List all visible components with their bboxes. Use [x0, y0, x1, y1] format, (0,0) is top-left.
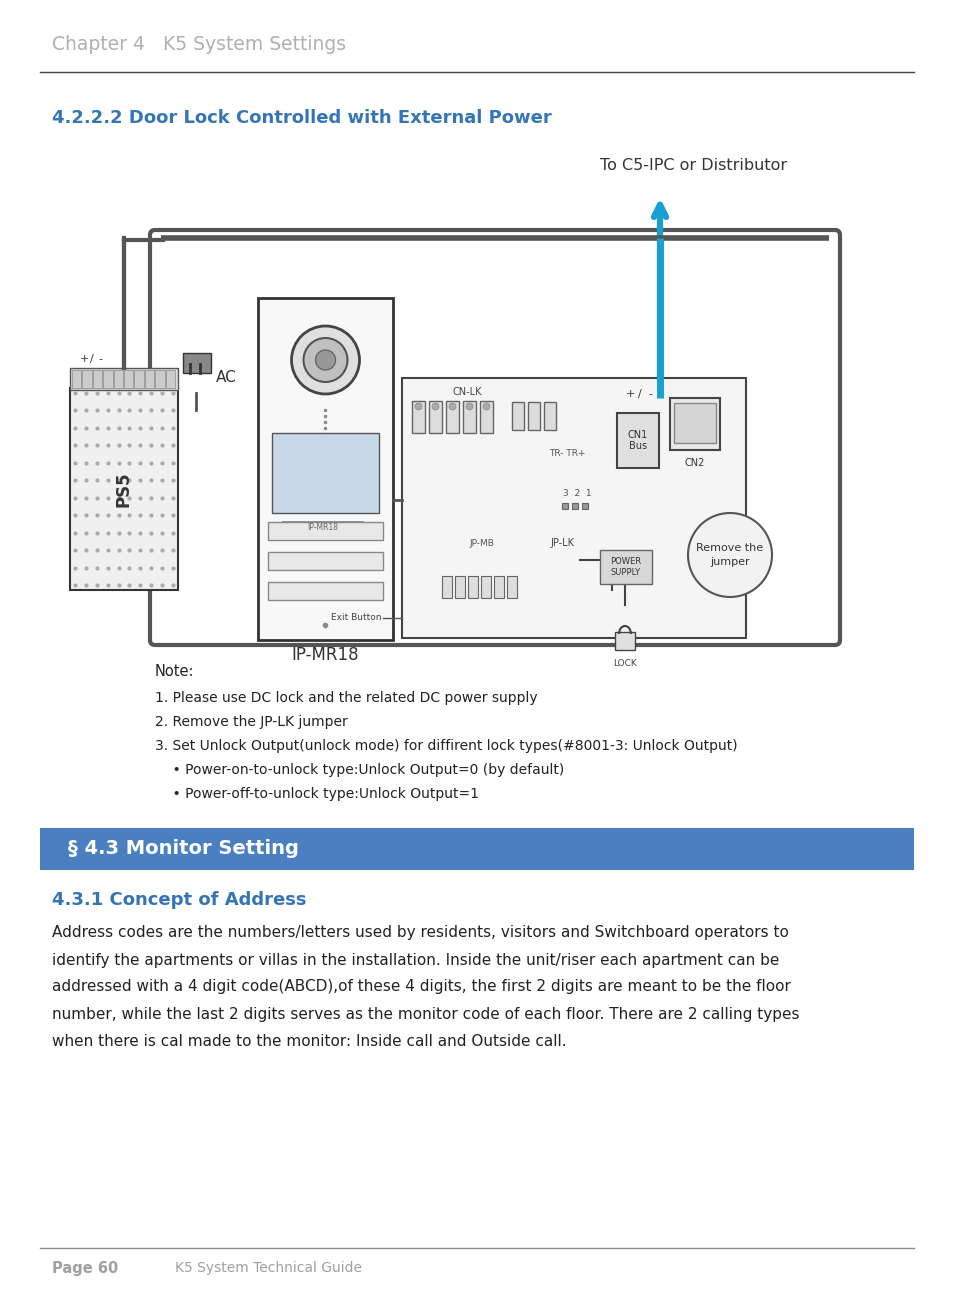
- Bar: [401, 378, 745, 638]
- Text: -: -: [98, 354, 102, 364]
- Text: K5 System Technical Guide: K5 System Technical Guide: [174, 1261, 361, 1276]
- Bar: [527, 401, 539, 430]
- Bar: [40, 828, 913, 870]
- Bar: [479, 401, 493, 433]
- Text: /: /: [90, 354, 93, 364]
- Bar: [145, 370, 154, 388]
- Text: JP-LK: JP-LK: [550, 537, 574, 548]
- Bar: [429, 401, 441, 433]
- Bar: [82, 370, 91, 388]
- Bar: [103, 370, 112, 388]
- Circle shape: [687, 513, 771, 597]
- Bar: [441, 576, 452, 598]
- Text: /: /: [638, 388, 641, 399]
- Text: 1. Please use DC lock and the related DC power supply: 1. Please use DC lock and the related DC…: [154, 692, 537, 704]
- Bar: [272, 433, 378, 513]
- Text: § 4.3 Monitor Setting: § 4.3 Monitor Setting: [68, 839, 298, 859]
- Text: CN2: CN2: [684, 458, 704, 467]
- Text: number, while the last 2 digits serves as the monitor code of each floor. There : number, while the last 2 digits serves a…: [52, 1006, 799, 1022]
- Text: CN1
Bus: CN1 Bus: [627, 430, 647, 451]
- Text: IP-MR18: IP-MR18: [292, 646, 359, 664]
- FancyBboxPatch shape: [282, 522, 364, 534]
- Circle shape: [303, 338, 347, 382]
- Text: Address codes are the numbers/letters used by residents, visitors and Switchboar: Address codes are the numbers/letters us…: [52, 926, 788, 940]
- Bar: [412, 401, 424, 433]
- Bar: [615, 632, 635, 650]
- Bar: [462, 401, 476, 433]
- Bar: [70, 368, 178, 390]
- Bar: [257, 298, 393, 640]
- Text: Remove the
jumper: Remove the jumper: [696, 543, 762, 567]
- Text: 3  2  1: 3 2 1: [562, 488, 591, 497]
- Text: • Power-on-to-unlock type:Unlock Output=0 (by default): • Power-on-to-unlock type:Unlock Output=…: [154, 763, 563, 777]
- Text: IP-MR18: IP-MR18: [307, 523, 338, 532]
- Text: POWER
SUPPLY: POWER SUPPLY: [610, 557, 640, 578]
- Text: Page 60: Page 60: [52, 1260, 118, 1276]
- Text: AC: AC: [215, 370, 236, 386]
- Text: 3. Set Unlock Output(unlock mode) for diffirent lock types(#8001-3: Unlock Outpu: 3. Set Unlock Output(unlock mode) for di…: [154, 739, 737, 752]
- Bar: [155, 370, 165, 388]
- Bar: [92, 370, 102, 388]
- Bar: [669, 398, 720, 449]
- Text: PS5: PS5: [115, 471, 132, 506]
- Circle shape: [292, 326, 359, 394]
- Text: • Power-off-to-unlock type:Unlock Output=1: • Power-off-to-unlock type:Unlock Output…: [154, 787, 478, 802]
- Bar: [71, 370, 81, 388]
- Bar: [183, 354, 211, 373]
- Bar: [617, 413, 659, 467]
- Text: JP-MB: JP-MB: [469, 539, 494, 548]
- Text: 2. Remove the JP-LK jumper: 2. Remove the JP-LK jumper: [154, 715, 348, 729]
- Bar: [455, 576, 464, 598]
- Text: identify the apartments or villas in the installation. Inside the unit/riser eac: identify the apartments or villas in the…: [52, 953, 779, 967]
- FancyBboxPatch shape: [599, 550, 651, 584]
- Text: CN-LK: CN-LK: [452, 387, 481, 398]
- Text: Exit Button: Exit Button: [331, 614, 381, 623]
- Bar: [506, 576, 517, 598]
- Bar: [70, 388, 178, 591]
- Bar: [124, 370, 133, 388]
- Text: To C5-IPC or Distributor: To C5-IPC or Distributor: [599, 158, 786, 172]
- Bar: [166, 370, 174, 388]
- Text: +: +: [624, 388, 634, 399]
- Text: 4.3.1 Concept of Address: 4.3.1 Concept of Address: [52, 891, 306, 909]
- Bar: [268, 522, 382, 540]
- Bar: [543, 401, 556, 430]
- Text: TR- TR+: TR- TR+: [548, 448, 584, 457]
- Text: 4.2.2.2 Door Lock Controlled with External Power: 4.2.2.2 Door Lock Controlled with Extern…: [52, 109, 551, 127]
- Text: addressed with a 4 digit code(ABCD),of these 4 digits, the first 2 digits are me: addressed with a 4 digit code(ABCD),of t…: [52, 979, 790, 995]
- Bar: [268, 552, 382, 570]
- Bar: [446, 401, 458, 433]
- Text: +: +: [79, 354, 89, 364]
- Bar: [673, 403, 716, 443]
- Text: LOCK: LOCK: [613, 658, 637, 667]
- Bar: [512, 401, 523, 430]
- Text: Chapter 4   K5 System Settings: Chapter 4 K5 System Settings: [52, 35, 346, 54]
- Bar: [268, 581, 382, 600]
- Text: Note:: Note:: [154, 664, 194, 680]
- Bar: [468, 576, 477, 598]
- Bar: [494, 576, 503, 598]
- Text: when there is cal made to the monitor: Inside call and Outside call.: when there is cal made to the monitor: I…: [52, 1033, 566, 1049]
- Bar: [113, 370, 123, 388]
- Circle shape: [315, 350, 335, 370]
- Bar: [480, 576, 491, 598]
- Bar: [134, 370, 144, 388]
- Text: -: -: [647, 388, 651, 399]
